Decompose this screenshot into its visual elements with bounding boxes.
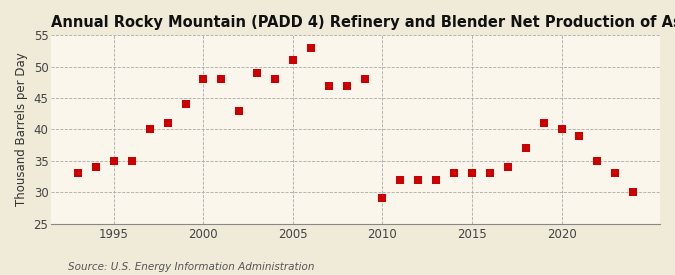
Point: [109, 159, 119, 163]
Point: [359, 77, 370, 81]
Point: [162, 121, 173, 125]
Point: [485, 171, 495, 175]
Point: [377, 196, 388, 201]
Y-axis label: Thousand Barrels per Day: Thousand Barrels per Day: [15, 53, 28, 206]
Point: [252, 71, 263, 75]
Point: [90, 165, 101, 169]
Point: [538, 121, 549, 125]
Point: [502, 165, 513, 169]
Point: [592, 159, 603, 163]
Point: [269, 77, 280, 81]
Point: [628, 190, 639, 194]
Point: [323, 83, 334, 88]
Point: [431, 177, 441, 182]
Point: [198, 77, 209, 81]
Point: [288, 58, 298, 63]
Point: [413, 177, 424, 182]
Point: [449, 171, 460, 175]
Point: [73, 171, 84, 175]
Point: [556, 127, 567, 132]
Text: Source: U.S. Energy Information Administration: Source: U.S. Energy Information Administ…: [68, 262, 314, 272]
Point: [574, 134, 585, 138]
Text: Annual Rocky Mountain (PADD 4) Refinery and Blender Net Production of Asphalt an: Annual Rocky Mountain (PADD 4) Refinery …: [51, 15, 675, 30]
Point: [144, 127, 155, 132]
Point: [466, 171, 477, 175]
Point: [306, 46, 317, 50]
Point: [216, 77, 227, 81]
Point: [520, 146, 531, 150]
Point: [610, 171, 620, 175]
Point: [180, 102, 191, 106]
Point: [126, 159, 137, 163]
Point: [395, 177, 406, 182]
Point: [342, 83, 352, 88]
Point: [234, 108, 244, 113]
